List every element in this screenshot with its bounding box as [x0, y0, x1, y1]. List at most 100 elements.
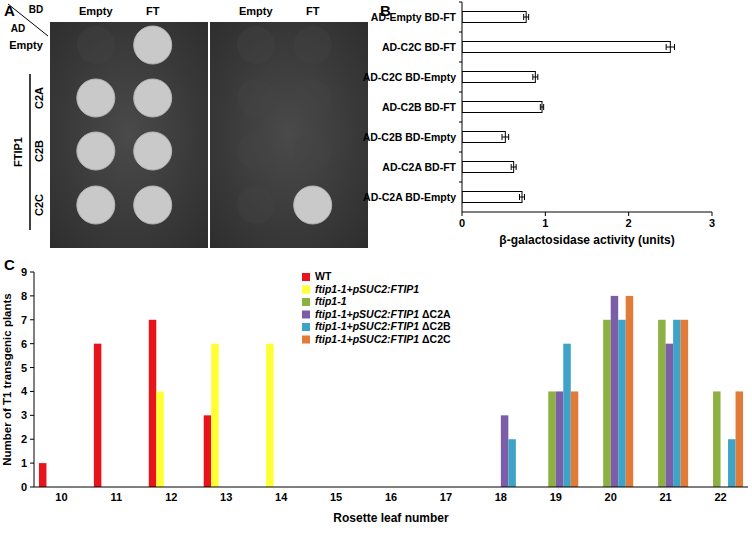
bar	[211, 344, 219, 487]
error-cap	[523, 14, 524, 20]
category-tick	[459, 32, 462, 33]
error-bar	[524, 14, 529, 20]
category-tick	[459, 122, 462, 123]
legend-label-part: ftip1-1+pSUC2:FTIP1	[315, 308, 419, 320]
bar	[563, 344, 571, 487]
row-label: C2C	[33, 194, 45, 216]
category-tick	[459, 62, 462, 63]
x-tick-label: 17	[440, 491, 452, 503]
y-tick-label: 8	[21, 290, 27, 302]
y-axis-line	[34, 272, 35, 487]
bar	[548, 391, 556, 487]
colony	[77, 132, 115, 170]
category-tick	[459, 182, 462, 183]
x-tick-label: 16	[385, 491, 397, 503]
y-tick	[30, 295, 34, 296]
error-cap	[519, 194, 520, 200]
error-line	[533, 77, 538, 78]
x-tick-label: 10	[55, 491, 67, 503]
x-tick-label: 20	[605, 491, 617, 503]
error-bar	[540, 104, 543, 110]
category-label: AD-C2B BD-FT	[382, 101, 457, 113]
panel-label: C	[4, 256, 15, 273]
ad-label: AD	[11, 23, 25, 34]
legend-label: ftip1-1+pSUC2:FTIP1 ΔC2A	[315, 308, 451, 320]
bar	[462, 72, 535, 83]
panel-c: C012345678910111213141516171819202122Ros…	[1, 256, 748, 525]
column-label: Empty	[79, 5, 114, 17]
y-tick	[30, 487, 34, 488]
legend-swatch	[302, 286, 310, 294]
bar	[462, 42, 670, 53]
bar	[713, 391, 721, 487]
bar	[626, 296, 634, 487]
bar	[501, 415, 509, 487]
bar	[681, 320, 689, 487]
plate	[210, 22, 368, 248]
x-tick	[462, 212, 463, 216]
y-tick-label: 5	[21, 362, 27, 374]
error-cap	[524, 194, 525, 200]
bar	[39, 463, 47, 487]
y-tick-label: 2	[21, 433, 27, 445]
category-label: AD-C2C BD-FT	[382, 41, 457, 53]
colony	[134, 186, 172, 224]
y-tick	[30, 415, 34, 416]
x-tick-label: 3	[709, 217, 715, 229]
error-line	[511, 167, 516, 168]
bar	[462, 12, 526, 23]
x-tick-label: 13	[220, 491, 232, 503]
error-cap	[502, 134, 503, 140]
panel-label: A	[4, 2, 15, 19]
error-cap	[516, 164, 517, 170]
category-label: AD-C2C BD-Empty	[363, 71, 456, 83]
bar	[462, 102, 542, 113]
x-tick-label: 11	[111, 491, 123, 503]
x-tick-label: 1	[542, 217, 548, 229]
x-tick-label: 0	[459, 217, 465, 229]
x-axis-line	[462, 212, 712, 213]
bar	[728, 439, 736, 487]
bar	[603, 320, 611, 487]
bars	[462, 12, 675, 203]
y-axis-label: Number of T1 transgenic plants	[1, 293, 13, 466]
x-tick-label: 21	[659, 491, 671, 503]
legend-swatch	[302, 298, 310, 306]
category-label: AD-C2A BD-FT	[382, 161, 456, 173]
colony	[294, 79, 332, 117]
colony	[294, 26, 332, 64]
bar	[266, 344, 274, 487]
x-axis-line	[34, 487, 748, 488]
corner-divider	[8, 4, 48, 36]
colony	[237, 186, 275, 224]
y-tick	[30, 319, 34, 320]
y-tick	[30, 463, 34, 464]
legend-label-part: ftip1-1	[315, 295, 347, 307]
error-bar	[533, 74, 538, 80]
legend-label: ftip1-1+pSUC2:FTIP1 ΔC2B	[315, 320, 451, 332]
legend-label: ftip1-1	[315, 295, 347, 307]
error-line	[524, 17, 529, 18]
legend: WTftip1-1+pSUC2:FTIP1ftip1-1ftip1-1+pSUC…	[302, 270, 451, 345]
bar	[462, 132, 505, 143]
category-label: AD-Empty BD-FT	[371, 11, 457, 23]
legend-swatch	[302, 336, 310, 344]
bar	[666, 344, 674, 487]
colony	[134, 79, 172, 117]
colony	[77, 26, 115, 64]
bar	[462, 162, 514, 173]
error-cap	[511, 164, 512, 170]
bar	[508, 439, 516, 487]
error-cap	[540, 104, 541, 110]
figure: ABDADEmptyFTEmptyFTEmptyC2AC2BC2CFTIP1BA…	[0, 0, 752, 533]
x-axis-label: β-galactosidase activity (units)	[499, 233, 674, 247]
error-cap	[537, 74, 538, 80]
legend-label-part: WT	[315, 270, 332, 282]
group-label: FTIP1	[12, 137, 24, 167]
plate	[50, 22, 208, 248]
bars	[39, 296, 743, 487]
colony	[237, 79, 275, 117]
bar	[204, 415, 212, 487]
y-tick-label: 4	[21, 385, 28, 397]
bar	[149, 320, 157, 487]
